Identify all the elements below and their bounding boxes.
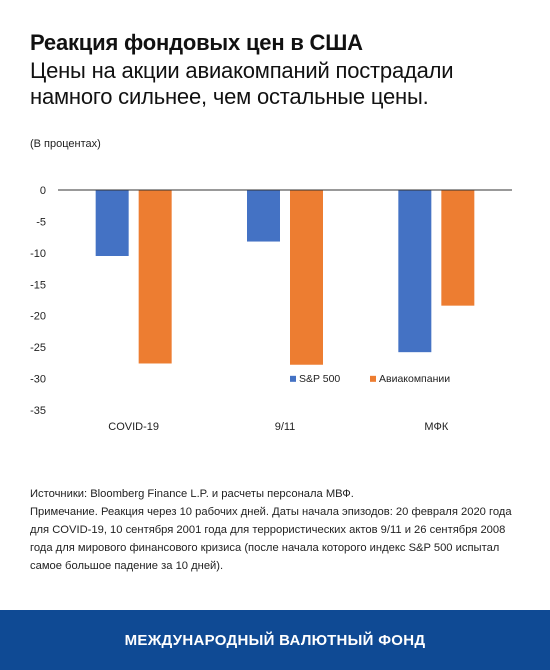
x-tick-label: COVID-19 xyxy=(108,421,159,433)
y-axis: 0 -5 -10 -15 -20 -25 -30 -35 xyxy=(30,185,46,417)
org-name: МЕЖДУНАРОДНЫЙ ВАЛЮТНЫЙ ФОНД xyxy=(124,631,426,649)
note-text: Примечание. Реакция через 10 рабочих дне… xyxy=(30,506,512,572)
y-tick-label: -10 xyxy=(30,248,46,260)
legend-label: Авиакомпании xyxy=(379,373,450,385)
bar-airlines-0 xyxy=(138,190,172,364)
legend-swatch xyxy=(290,375,296,382)
chart-notes: Источники: Bloomberg Finance L.P. и расч… xyxy=(30,485,530,575)
chart-title: Реакция фондовых цен в США xyxy=(30,30,363,55)
y-tick-label: -35 xyxy=(30,405,46,417)
y-tick-label: -30 xyxy=(30,374,46,386)
bar-chart: 0 -5 -10 -15 -20 -25 -30 -35 COVID-19 9/11 МФК S&… xyxy=(30,185,512,433)
bar-sp500-0 xyxy=(95,190,129,256)
y-tick-label: -15 xyxy=(30,279,46,291)
bar-airlines-2 xyxy=(441,190,475,306)
x-tick-label: 9/11 xyxy=(275,421,296,433)
legend-label: S&P 500 xyxy=(299,373,340,385)
y-tick-label: -25 xyxy=(30,342,46,354)
y-tick-label: -20 xyxy=(30,311,46,323)
legend-swatch xyxy=(370,375,376,382)
y-tick-label: -5 xyxy=(36,216,46,228)
bar-sp500-2 xyxy=(398,190,432,353)
x-axis: COVID-19 9/11 МФК xyxy=(108,421,449,433)
footer-banner: МЕЖДУНАРОДНЫЙ ВАЛЮТНЫЙ ФОНД xyxy=(0,610,550,670)
sources-text: Источники: Bloomberg Finance L.P. и расч… xyxy=(30,488,354,500)
bar-sp500-1 xyxy=(247,190,280,242)
x-tick-label: МФК xyxy=(424,421,448,433)
unit-label: (В процентах) xyxy=(30,138,101,150)
bars xyxy=(95,190,475,365)
legend: S&P 500 Авиакомпании xyxy=(290,373,450,385)
y-tick-label: 0 xyxy=(40,185,46,197)
chart-subtitle: Цены на акции авиакомпаний пострадали на… xyxy=(30,58,454,109)
bar-airlines-1 xyxy=(290,190,323,365)
